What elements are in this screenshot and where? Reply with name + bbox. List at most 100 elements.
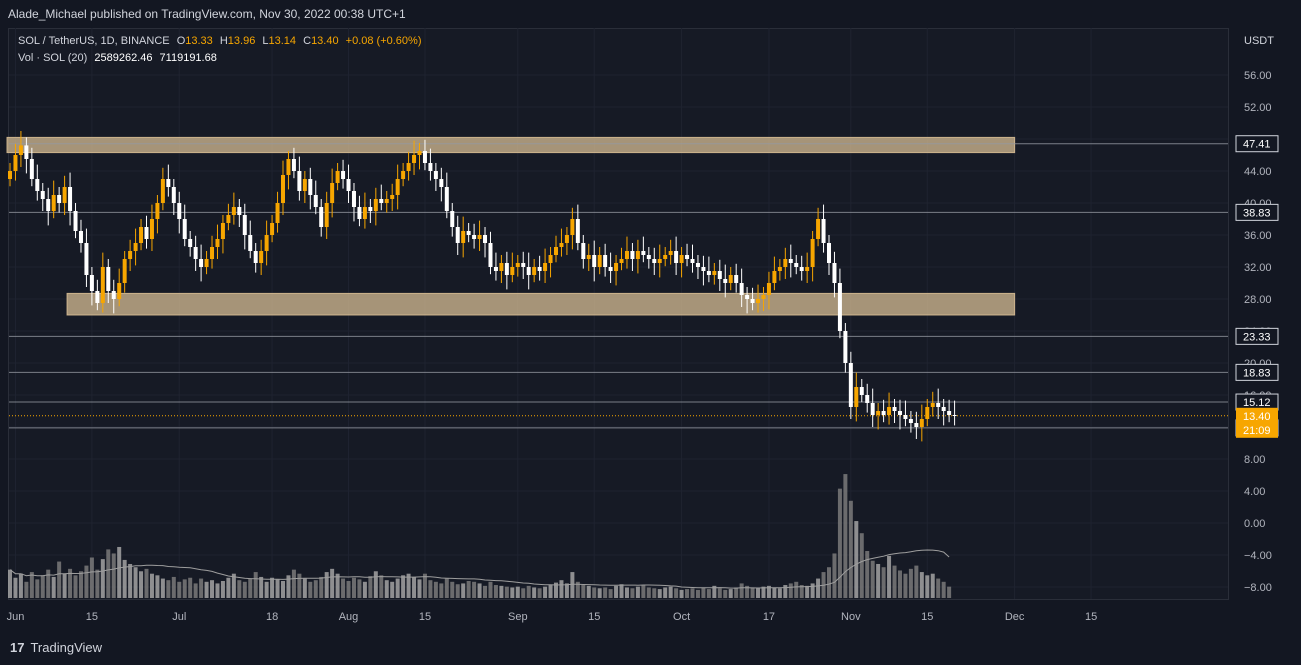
tradingview-logo[interactable]: TradingView [30,640,103,655]
volume-bar [237,580,242,598]
candle-body [614,263,619,271]
candle-body [461,231,466,243]
chart-svg[interactable]: USDT56.0052.0048.0044.0040.0036.0032.002… [0,0,1301,633]
volume-bar [892,565,897,598]
candle-body [483,235,488,243]
candle-body [766,283,771,295]
legend-open: O13.33 [176,35,213,47]
candle-body [816,219,821,239]
candle-body [379,199,384,203]
volume-bar [319,576,324,598]
volume-bar [515,586,520,598]
candle-body [368,207,373,211]
candle-body [859,387,864,395]
candle-body [8,171,12,179]
level-tag [1235,203,1279,221]
y-tick-label: 32.00 [1244,262,1272,274]
volume-bar [635,586,640,598]
candle-body [133,243,138,251]
candle-body [843,331,848,363]
candle-body [182,219,187,239]
candle-body [537,267,542,271]
volume-bar [286,575,291,598]
candle-body [493,267,498,271]
candle-body [646,255,651,259]
candle-body [772,271,777,283]
candle-body [111,291,116,299]
candle-body [450,211,455,227]
tradingview-logo-mark[interactable]: 17 [10,640,25,655]
volume-bar [281,580,285,598]
volume-bar [597,588,602,598]
candle-body [881,411,886,415]
candle-body [717,271,722,279]
volume-bar [739,583,744,598]
candle-body [57,195,62,203]
volume-bar [581,585,586,598]
candle-body [319,207,324,227]
candle-body [122,259,127,283]
candle-body [412,155,417,163]
volume-bar [46,569,51,598]
candle-body [106,267,111,291]
volume-bar [865,551,870,598]
candle-body [144,227,149,239]
candle-body [570,219,575,235]
candle-body [543,263,548,271]
candle-body [248,235,253,251]
candle-body [302,179,307,191]
candle-body [29,159,34,179]
volume-bar [390,581,395,598]
volume-bar [78,571,83,598]
volume-bar [346,580,351,598]
volume-bar [914,565,919,598]
y-tick-label: 52.00 [1244,102,1272,114]
candle-body [619,259,624,263]
volume-bar [619,584,624,598]
volume-bar [428,580,433,598]
volume-bar [95,569,100,598]
candle-body [663,255,668,259]
y-tick-label: 28.00 [1244,294,1272,306]
volume-bar [259,576,264,598]
candle-body [84,243,89,275]
candle-body [712,271,717,275]
volume-bar [100,559,105,598]
current-price-label: 13.40 [1243,411,1271,423]
volume-bar [472,581,477,598]
volume-bar [335,573,340,598]
candle-body [564,235,569,243]
candle-body [805,267,810,271]
volume-bar [564,583,569,598]
x-tick-label: 18 [266,611,278,623]
volume-bar [231,573,236,598]
level-tag-label: 47.41 [1243,139,1271,151]
candle-body [799,267,804,271]
candle-body [455,227,460,243]
candle-body [783,259,788,267]
volume-value: 2589262.46 [94,52,153,64]
volume-bar [422,573,427,598]
candle-body [193,247,198,259]
volume-bar [859,533,864,598]
candle-body [362,207,367,219]
volume-bar [444,578,449,598]
x-tick-label: 15 [419,611,431,623]
symbol-title[interactable]: SOL / TetherUS, 1D, BINANCE [18,35,170,47]
volume-bar [816,578,821,598]
candle-body [422,151,427,163]
candle-body [395,179,400,195]
volume-bar [204,581,209,598]
candle-body [750,299,755,303]
volume-bar [690,588,695,598]
candle-body [384,199,389,203]
volume-bar [450,581,455,598]
candle-body [281,175,285,203]
currency-label: USDT [1244,35,1274,47]
volume-bar [351,577,356,598]
candle-body [215,239,220,247]
volume-title[interactable]: Vol · SOL (20) [18,52,88,64]
candle-body [635,251,640,259]
candle-body [472,235,477,239]
candle-body [603,255,608,267]
